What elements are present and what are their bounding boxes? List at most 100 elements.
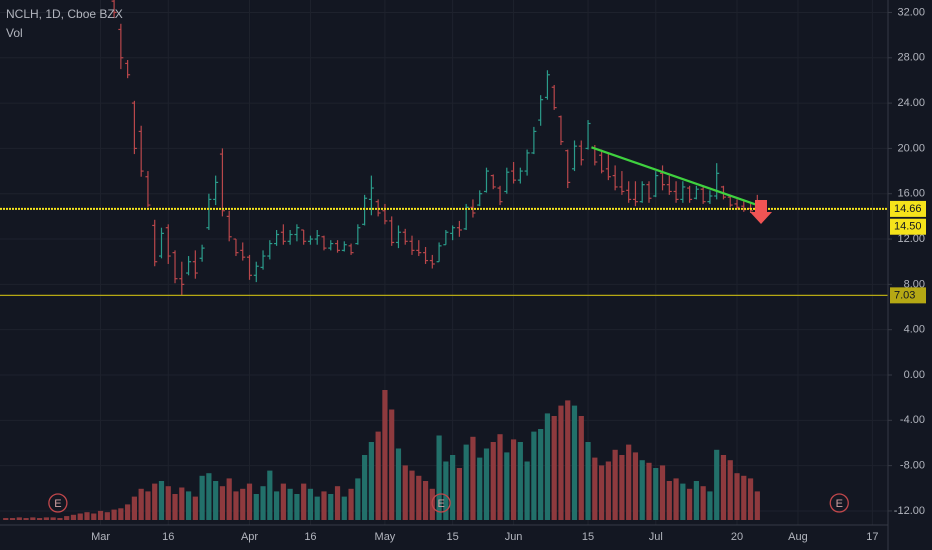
volume-bar [646,462,652,520]
volume-bar [131,496,138,520]
volume-bar [416,475,422,520]
volume-bar [158,481,165,520]
volume-bar [463,444,469,520]
volume-bar [185,491,192,520]
y-tick-label: 16.00 [897,188,925,200]
level-label-box [890,287,926,304]
volume-bar [680,483,686,520]
x-tick-label: 16 [162,531,174,543]
earnings-marker [829,493,849,513]
volume-bar [693,481,699,520]
volume-bar [334,486,341,520]
volume-bar [240,488,246,520]
y-tick-label: 24.00 [897,97,925,109]
volume-bar [510,439,517,520]
earnings-label: E [54,498,61,510]
volume-bar [544,413,551,520]
volume-bar [477,457,483,520]
volume-bar [294,494,300,520]
volume-bar [341,496,347,520]
volume-bar [362,455,368,520]
trendline [591,146,758,207]
volume-bar [585,442,591,520]
volume-bar [84,512,90,520]
volume-bar [97,510,104,520]
volume-bar [632,452,639,520]
volume-bar [450,455,456,520]
price-pane [111,0,760,296]
x-tick-label: Jun [505,531,523,543]
axes: 32.00 28.00 24.00 20.00 16.00 12.00 8.00 4.00 0.… [91,6,926,543]
last-price-box [890,218,926,235]
level-label: 14.66 [894,203,922,215]
volume-bar [104,512,110,520]
volume-bar [659,465,666,520]
volume-bar [565,400,571,520]
volume-bar [409,470,415,520]
volume-bar [626,444,632,520]
volume-bar [551,416,557,520]
down-arrow [750,200,772,224]
volume-bar [37,518,43,520]
volume-bar [355,478,361,520]
volume-bar [707,491,713,520]
y-tick-label: 28.00 [897,52,925,64]
volume-bar [558,405,564,520]
volume-bar [57,518,63,520]
volume-bar [314,496,320,520]
volume-bar [328,494,334,520]
volume-bar [118,508,124,520]
volume-bar [395,448,402,520]
volume-bar [280,483,286,520]
volume-bar [687,488,693,520]
x-tick-label: 15 [582,531,594,543]
volume-bar [727,460,733,520]
x-tick-label: 17 [866,531,878,543]
level-label-box [890,200,926,217]
y-tick-label: 20.00 [897,142,925,154]
volume-bar [172,494,178,520]
volume-bar [639,460,645,520]
x-tick-label: 20 [731,531,743,543]
y-tick-label: 0.00 [904,369,925,381]
volume-bar [443,461,449,520]
volume-bar [179,487,185,520]
y-tick-label: 8.00 [904,278,925,290]
volume-bar [483,448,490,520]
volume-bar [307,488,314,520]
volume-bar [375,431,381,520]
x-tick-label: May [375,531,396,543]
volume-bar [70,514,77,520]
volume-bar [77,513,83,520]
volume-bar [720,455,727,520]
volume-bar [436,435,442,520]
volume-bar [246,483,253,520]
volume-bar [653,468,659,520]
volume-bar [348,488,354,520]
volume-bar [517,442,523,520]
volume-bar [490,442,496,520]
x-tick-label: 15 [447,531,459,543]
volume-bar [402,465,408,520]
volume-bar [301,483,307,520]
earnings-marker [431,493,451,513]
y-tick-label: 4.00 [904,324,925,336]
y-tick-label: -4.00 [900,414,925,426]
volume-bar [470,436,476,520]
volume-bar [23,518,29,520]
volume-bar [64,516,70,520]
volume-bar [497,434,503,520]
volume-bar [192,496,198,520]
volume-bar [538,429,544,520]
volume-bar [382,390,388,520]
volume-bar [287,488,293,520]
volume-bar [673,478,679,520]
volume-bar [152,483,158,520]
volume-bar [741,475,747,520]
volume-bar [16,517,22,520]
volume-bar [389,409,395,520]
y-tick-label: -8.00 [900,460,925,472]
volume-bar [747,478,754,520]
volume-bar [524,461,530,520]
